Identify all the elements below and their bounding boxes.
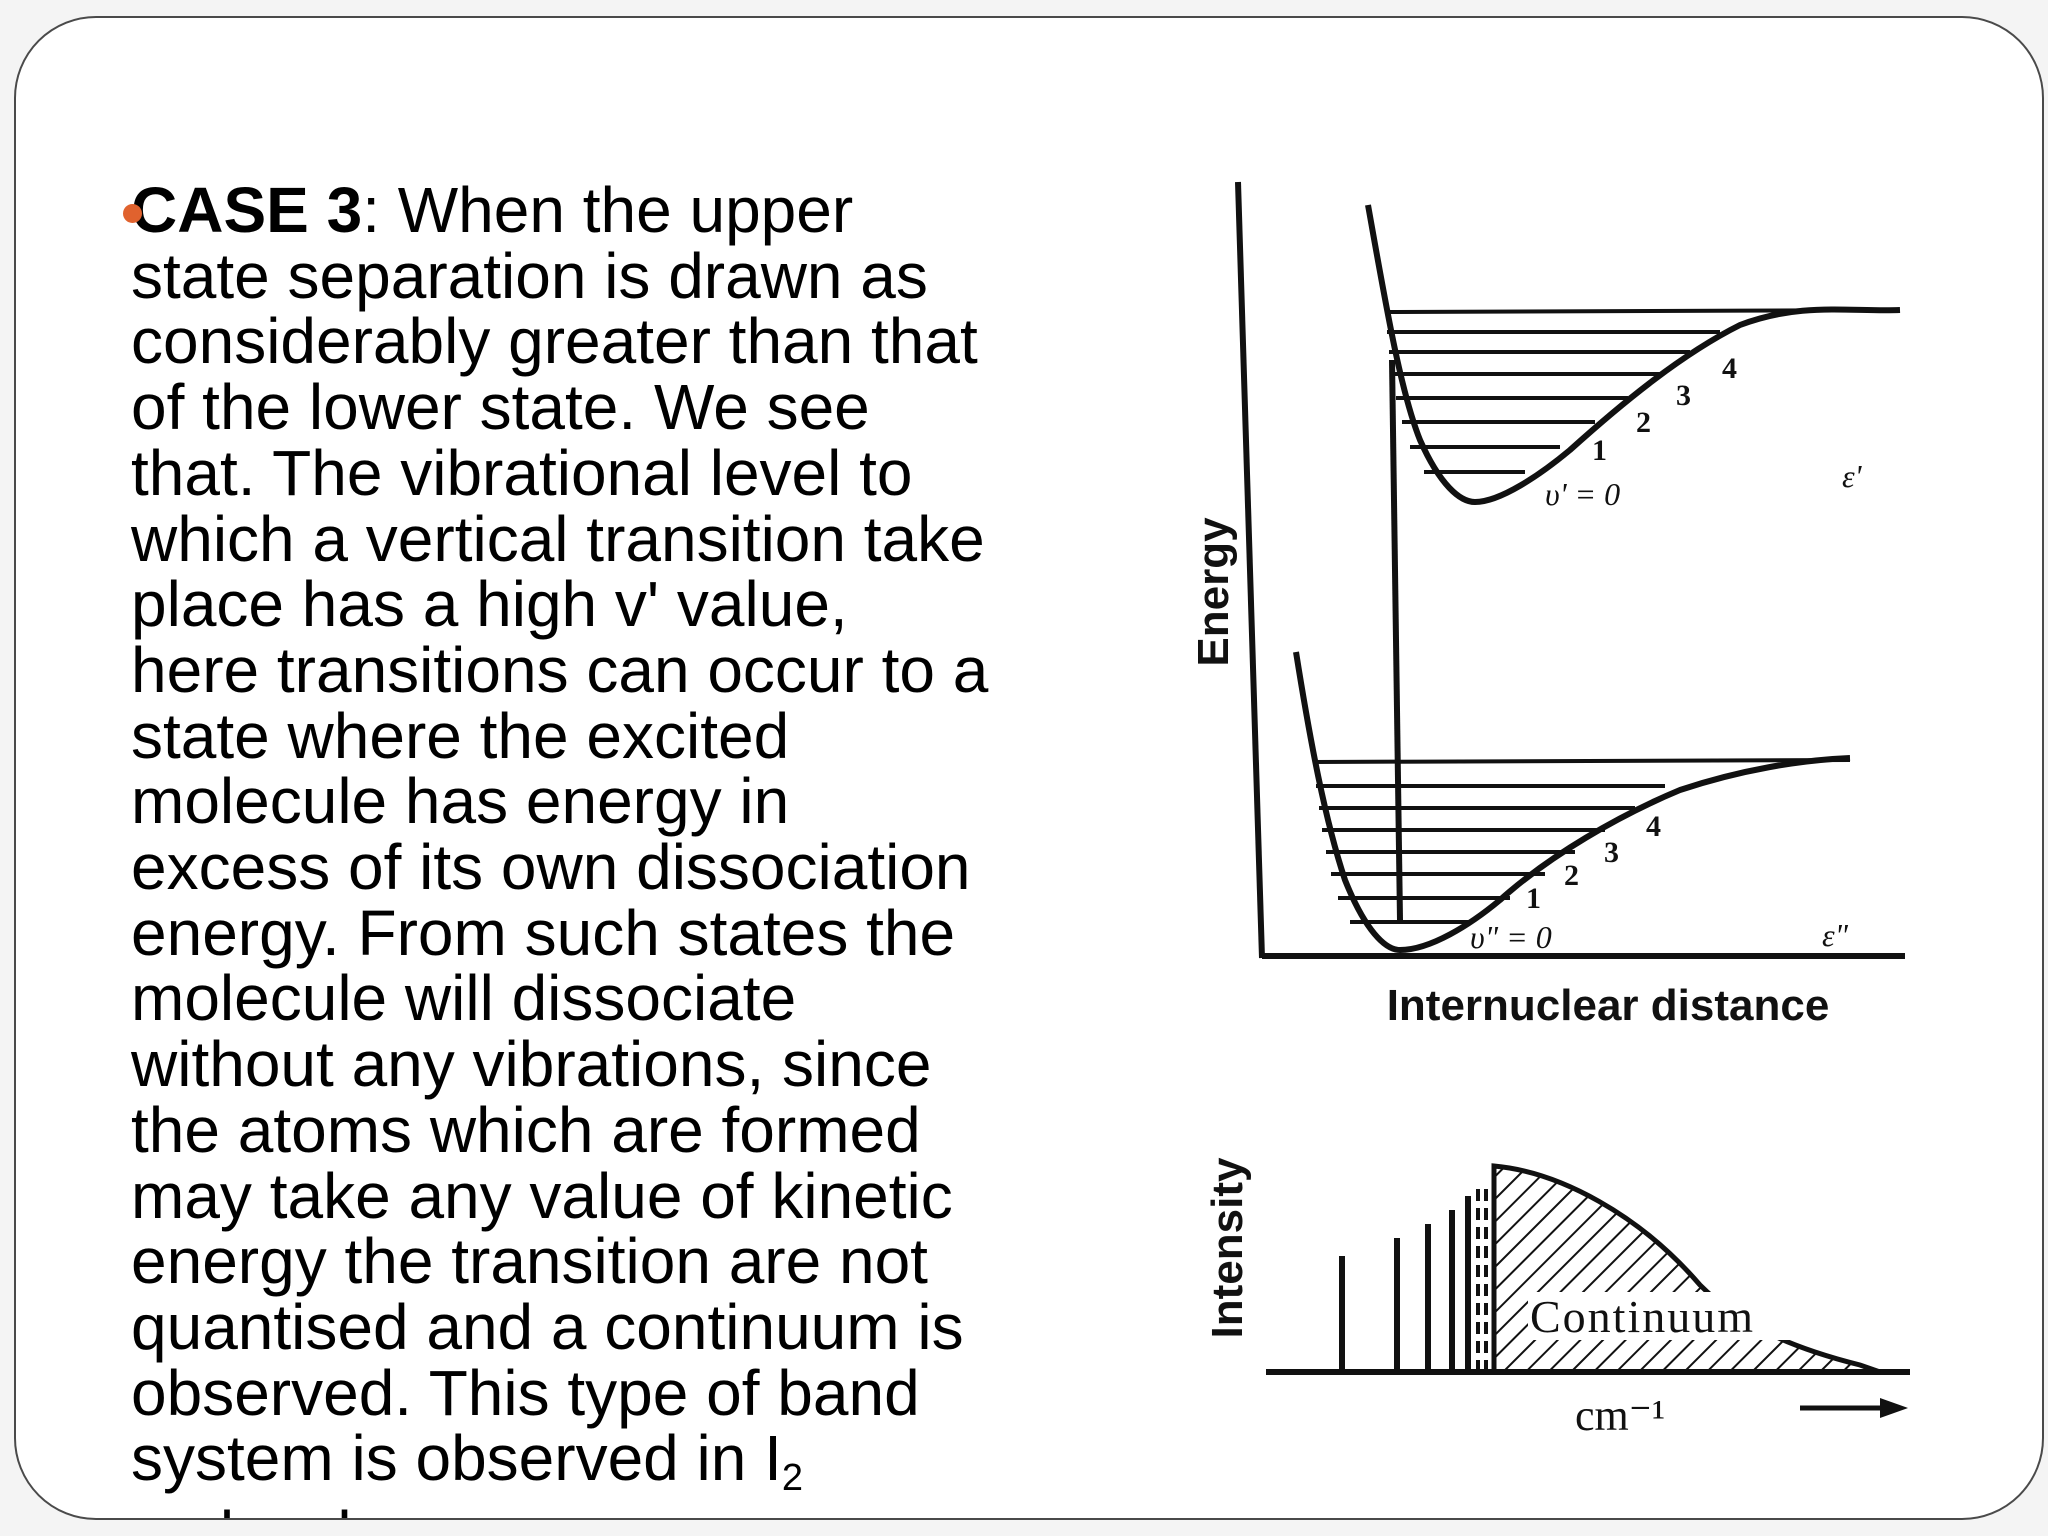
text-line: the atoms which are formed [131, 1093, 921, 1166]
upper-potential-curve [1365, 204, 1901, 506]
spectrum-band-lines [1339, 1196, 1471, 1372]
convergence-dashes [1476, 1182, 1488, 1372]
intensity-label: Intensity [1203, 1157, 1252, 1338]
upper-level-2: 2 [1636, 406, 1651, 439]
text-line: that. The vibrational level to [131, 436, 913, 509]
slide: CASE 3: When the upper state separation … [14, 16, 2044, 1520]
lower-level-numbers: 1 2 3 4 [1526, 810, 1661, 915]
continuum-label-bg [1528, 1292, 1908, 1340]
text-line: may take any value of kinetic [131, 1159, 953, 1232]
lower-level-3: 3 [1604, 836, 1619, 869]
text-line: here transitions can occur to a [131, 633, 989, 706]
subscript-2: 2 [781, 1457, 804, 1500]
arrow-head-icon [1880, 1398, 1908, 1418]
energy-label: Energy [1189, 517, 1238, 667]
upper-level-numbers: 1 2 3 4 [1592, 352, 1737, 467]
internuclear-distance-label: Internuclear distance [1387, 981, 1830, 1030]
upper-v-label: υ' = 0 [1545, 476, 1620, 512]
upper-level-1: 1 [1592, 434, 1607, 467]
vertical-transition-line [1389, 359, 1403, 921]
text-line: of the lower state. We see [131, 371, 870, 444]
text-line: molecule will dissociate [131, 962, 797, 1035]
text-segment: : When the upper [362, 174, 854, 246]
text-line: place has a high v' value, [131, 568, 848, 641]
upper-level-3: 3 [1676, 379, 1691, 412]
energy-axis [1235, 181, 1265, 959]
text-line-1: CASE 3: When the upper [131, 177, 1161, 244]
text-line: molecule [131, 1501, 1161, 1518]
upper-epsilon-label: ε' [1842, 458, 1863, 494]
text-line: quantised and a continuum is [131, 1290, 964, 1363]
lower-v-label: υ" = 0 [1470, 919, 1552, 955]
text-line: observed. This type of band [131, 1356, 920, 1429]
cm-unit-label: cm⁻¹ [1575, 1391, 1665, 1440]
text-segment: system is observed in I [131, 1422, 782, 1495]
continuum-label: Continuum [1530, 1291, 1755, 1342]
text-line: without any vibrations, since [131, 1028, 932, 1101]
upper-vibrational-levels [1384, 308, 1896, 474]
lower-epsilon-label: ε" [1822, 917, 1849, 953]
text-line: energy. From such states the [131, 896, 956, 969]
text-line: energy the transition are not [131, 1225, 928, 1298]
lower-level-1: 1 [1526, 882, 1541, 915]
bullet-dot-icon [123, 204, 142, 223]
text-line: considerably greater than that [131, 305, 978, 378]
case-label: CASE 3 [131, 174, 363, 246]
text-line: which a vertical transition take [131, 502, 985, 575]
lower-level-2: 2 [1564, 859, 1579, 892]
text-line-20: system is observed in I2 [131, 1426, 1161, 1502]
text-line: state where the excited [131, 699, 790, 772]
bullet-text: CASE 3: When the upper state separation … [123, 177, 1161, 1518]
lower-level-4: 4 [1646, 810, 1661, 843]
upper-level-4: 4 [1722, 352, 1737, 385]
lower-vibrational-levels [1313, 758, 1851, 924]
text-line: molecule has energy in [131, 765, 790, 838]
lower-potential-curve [1293, 651, 1851, 954]
text-line: excess of its own dissociation [131, 831, 971, 904]
text-line: state separation is drawn as [131, 239, 928, 312]
